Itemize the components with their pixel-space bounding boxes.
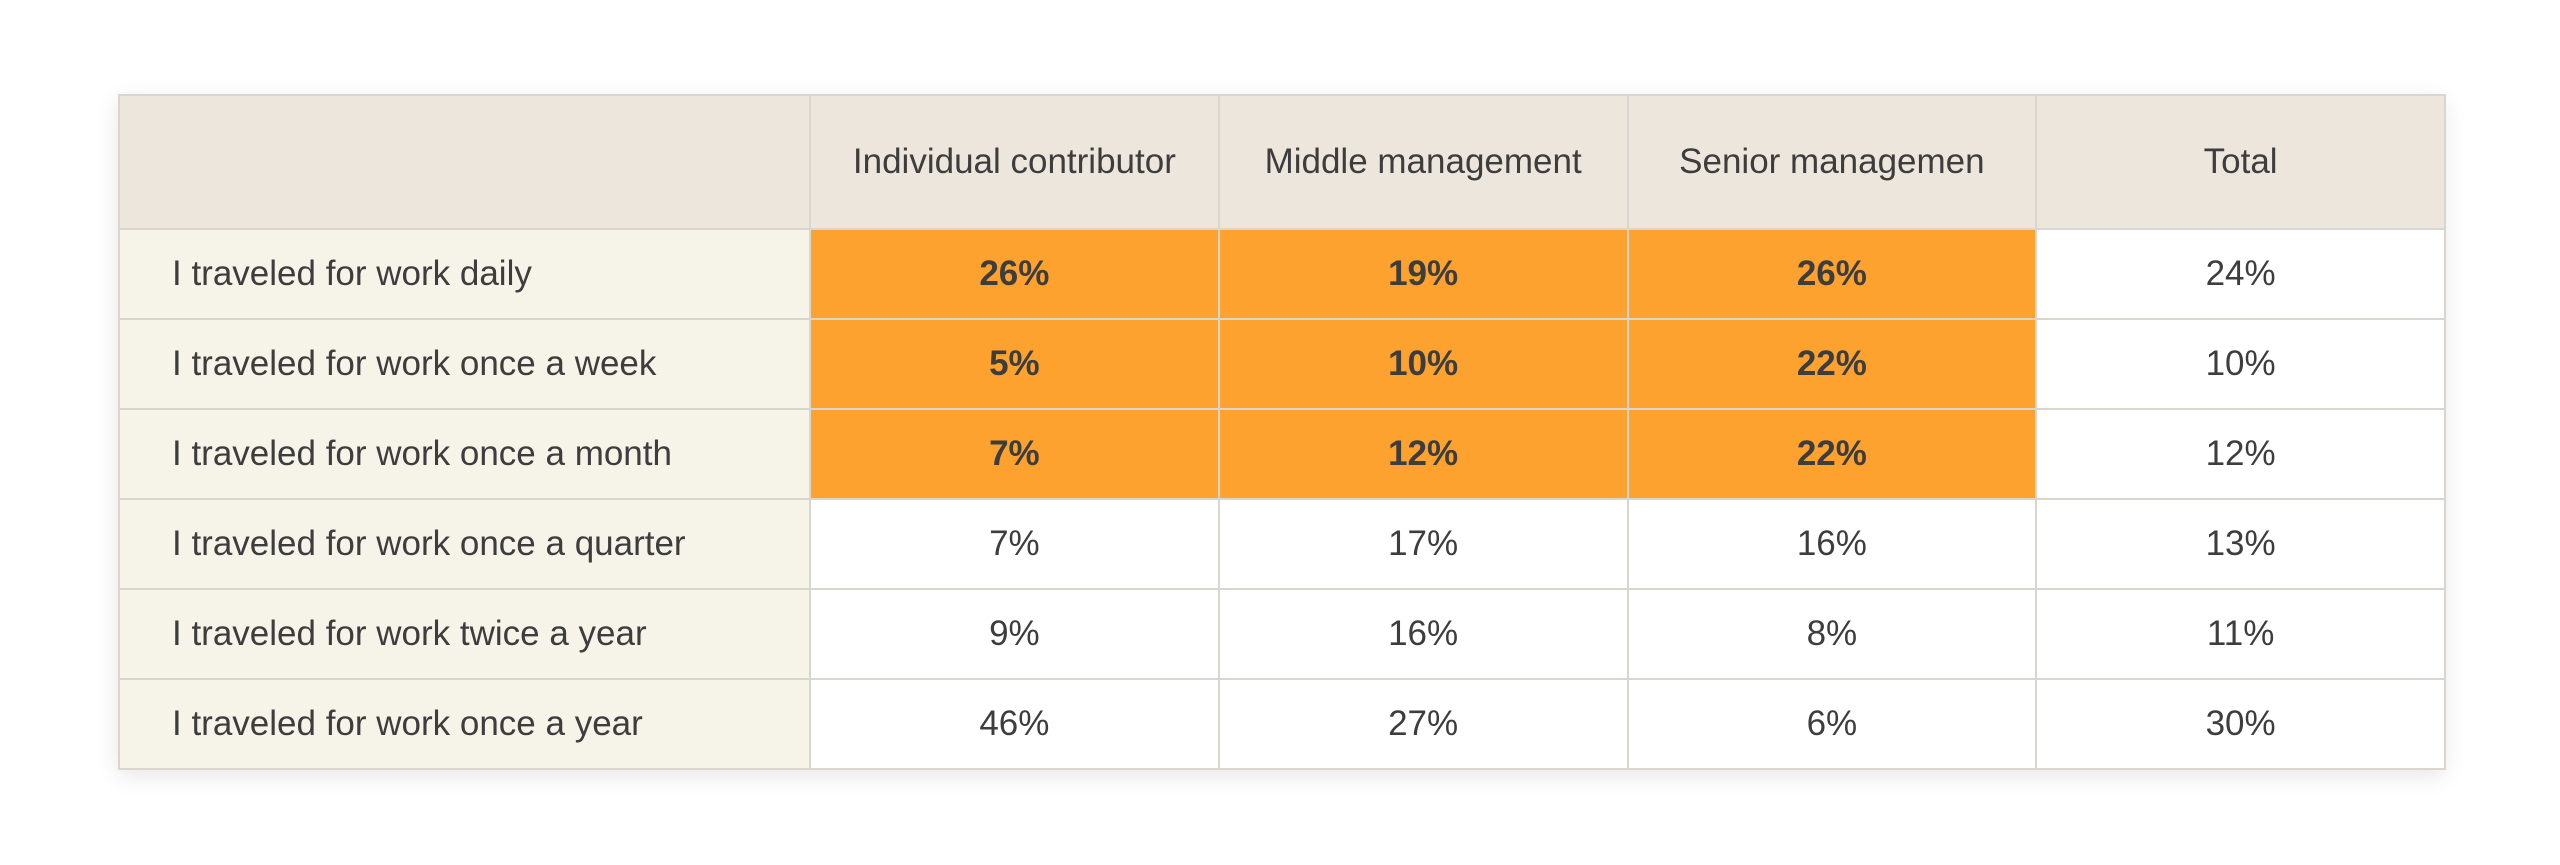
value-cell-middle-management: 27% <box>1217 678 1629 770</box>
value-cell-individual-contributor: 46% <box>809 678 1220 770</box>
value-cell-middle-management: 19% <box>1217 228 1629 320</box>
table-row: I traveled for work once a quarter 7% 17% 1… <box>118 498 2446 590</box>
value-cell-individual-contributor: 9% <box>809 588 1220 680</box>
value-cell-middle-management: 16% <box>1217 588 1629 680</box>
value-cell-senior-management: 26% <box>1626 228 2038 320</box>
table-row: I traveled for work once a month 7% 12% 22%… <box>118 408 2446 500</box>
column-header-total: Total <box>2035 94 2446 230</box>
value-cell-total: 30% <box>2035 678 2446 770</box>
value-cell-total: 24% <box>2035 228 2446 320</box>
table-row: I traveled for work daily 26% 19% 26% 24% <box>118 228 2446 320</box>
value-cell-middle-management: 12% <box>1217 408 1629 500</box>
value-cell-total: 13% <box>2035 498 2446 590</box>
travel-frequency-table: Individual contributor Middle management… <box>118 94 2446 770</box>
value-cell-total: 12% <box>2035 408 2446 500</box>
value-cell-total: 11% <box>2035 588 2446 680</box>
value-cell-individual-contributor: 5% <box>809 318 1220 410</box>
value-cell-senior-management: 8% <box>1626 588 2038 680</box>
table-row: I traveled for work twice a year 9% 16% 8% 1… <box>118 588 2446 680</box>
row-label: I traveled for work once a quarter <box>118 498 811 590</box>
row-label: I traveled for work once a month <box>118 408 811 500</box>
header-row: Individual contributor Middle management… <box>118 94 2446 230</box>
column-header-middle-management: Middle management <box>1217 94 1629 230</box>
table-row: I traveled for work once a week 5% 10% 22% 1… <box>118 318 2446 410</box>
value-cell-individual-contributor: 7% <box>809 498 1220 590</box>
value-cell-middle-management: 10% <box>1217 318 1629 410</box>
table-row: I traveled for work once a year 46% 27% 6% 3… <box>118 678 2446 770</box>
row-label: I traveled for work once a week <box>118 318 811 410</box>
value-cell-senior-management: 22% <box>1626 318 2038 410</box>
row-label: I traveled for work once a year <box>118 678 811 770</box>
travel-frequency-table-container: Individual contributor Middle management… <box>118 94 2446 770</box>
value-cell-senior-management: 22% <box>1626 408 2038 500</box>
column-header-senior-management: Senior managemen <box>1626 94 2038 230</box>
value-cell-senior-management: 16% <box>1626 498 2038 590</box>
row-label: I traveled for work twice a year <box>118 588 811 680</box>
row-label: I traveled for work daily <box>118 228 811 320</box>
value-cell-middle-management: 17% <box>1217 498 1629 590</box>
table-body: I traveled for work daily 26% 19% 26% 24% I t… <box>118 228 2446 770</box>
value-cell-individual-contributor: 7% <box>809 408 1220 500</box>
column-header-individual-contributor: Individual contributor <box>809 94 1220 230</box>
value-cell-total: 10% <box>2035 318 2446 410</box>
header-corner-cell <box>118 94 811 230</box>
value-cell-senior-management: 6% <box>1626 678 2038 770</box>
value-cell-individual-contributor: 26% <box>809 228 1220 320</box>
